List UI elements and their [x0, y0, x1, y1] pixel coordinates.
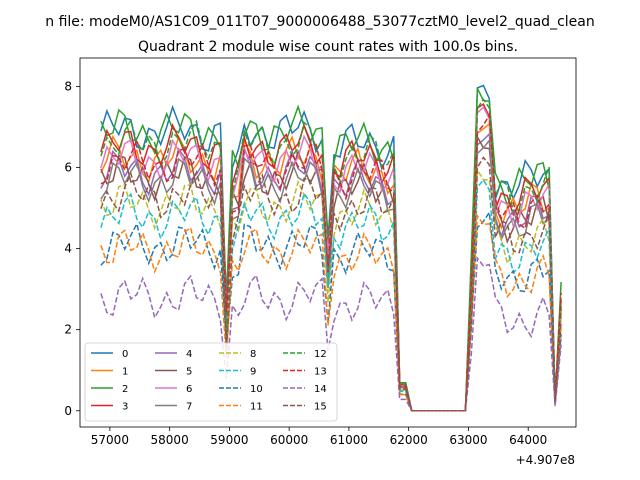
legend-label-14: 14: [314, 384, 327, 395]
legend-label-12: 12: [314, 349, 327, 360]
x-tick-label-59000: 59000: [210, 433, 248, 447]
legend-label-6: 6: [186, 384, 192, 395]
series-line-6: [100, 105, 562, 412]
chart-title: Quadrant 2 module wise count rates with …: [138, 39, 518, 55]
y-tick-label-2: 2: [64, 323, 72, 337]
series-line-9: [100, 178, 562, 412]
series-line-15: [100, 156, 562, 412]
series-line-0: [100, 84, 562, 412]
series-line-12: [100, 98, 562, 412]
figure-suptitle: n file: modeM0/AS1C09_011T07_9000006488_…: [45, 14, 594, 30]
legend-label-13: 13: [314, 367, 327, 378]
x-tick-label-60000: 60000: [270, 433, 308, 447]
axes-frame: [79, 57, 577, 428]
legend-label-8: 8: [250, 349, 256, 360]
legend-label-7: 7: [186, 402, 192, 413]
series-line-14: [100, 256, 562, 412]
legend-label-0: 0: [122, 349, 128, 360]
y-tick-label-0: 0: [64, 404, 72, 418]
legend-label-5: 5: [186, 367, 192, 378]
x-tick-label-61000: 61000: [330, 433, 368, 447]
series-line-8: [100, 167, 562, 412]
plot-area: 57000 58000 59000 60000 61000 62000 63000 64000…: [64, 57, 577, 447]
legend-label-9: 9: [250, 367, 256, 378]
legend-label-11: 11: [250, 402, 263, 413]
x-tick-label-63000: 63000: [449, 433, 487, 447]
legend-label-15: 15: [314, 402, 327, 413]
x-tick-label-58000: 58000: [151, 433, 189, 447]
x-tick-label-57000: 57000: [91, 433, 129, 447]
y-tick-label-4: 4: [64, 242, 72, 256]
series-line-11: [100, 213, 562, 412]
x-tick-label-62000: 62000: [390, 433, 428, 447]
legend-label-10: 10: [250, 384, 263, 395]
x-offset-label: +4.907e8: [516, 453, 575, 467]
legend-label-3: 3: [122, 402, 128, 413]
legend-label-4: 4: [186, 349, 192, 360]
y-tick-label-8: 8: [64, 79, 72, 93]
y-tick-label-6: 6: [64, 160, 72, 174]
series-group: [100, 84, 562, 412]
legend-box: [84, 342, 338, 422]
series-line-13: [100, 112, 562, 412]
legend-label-1: 1: [122, 367, 128, 378]
legend-label-2: 2: [122, 384, 128, 395]
series-line-10: [100, 210, 562, 412]
x-tick-label-64000: 64000: [509, 433, 547, 447]
